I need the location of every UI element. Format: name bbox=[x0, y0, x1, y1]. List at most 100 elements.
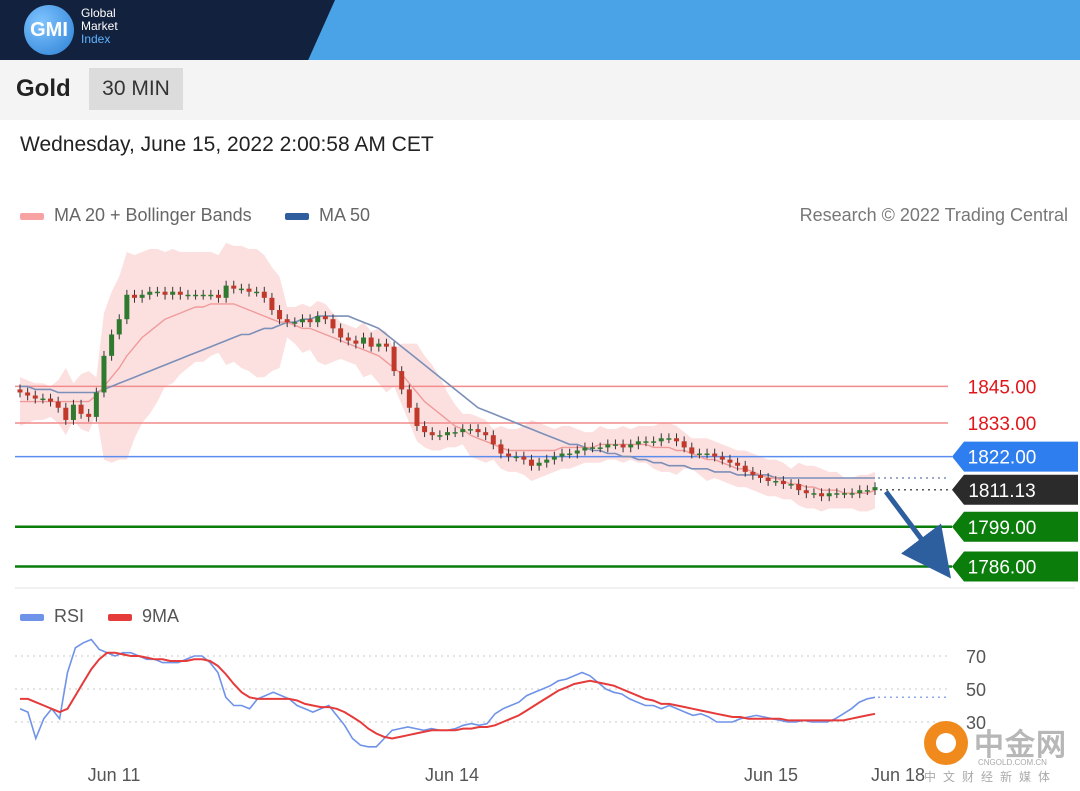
candle-body bbox=[528, 459, 534, 466]
main-plot: 1845.00 1833.00 1822.00 1811.13 1799.00 1786.… bbox=[15, 242, 1078, 785]
level-tag-text-1822.00: 1822.00 bbox=[968, 448, 1037, 469]
candle-body bbox=[215, 294, 221, 298]
candle-body bbox=[55, 401, 61, 408]
candle-body bbox=[368, 337, 374, 347]
legend-ma50: MA 50 bbox=[285, 205, 370, 226]
candle-body bbox=[826, 493, 832, 497]
candle-body bbox=[704, 453, 710, 456]
candle-body bbox=[490, 435, 496, 445]
candle-body bbox=[246, 288, 252, 292]
candle-body bbox=[811, 493, 817, 495]
candle-body bbox=[78, 404, 84, 414]
legend-ma20-label: MA 20 + Bollinger Bands bbox=[54, 205, 252, 225]
legend-ma50-label: MA 50 bbox=[319, 205, 371, 225]
candle-body bbox=[696, 453, 702, 456]
level-tag-1786.00 bbox=[952, 551, 1078, 582]
candle-body bbox=[689, 447, 695, 454]
candle-body bbox=[63, 407, 69, 420]
candle-body bbox=[559, 453, 565, 457]
candle-body bbox=[399, 371, 405, 390]
candle-body bbox=[536, 462, 542, 466]
ma9-swatch bbox=[108, 613, 132, 621]
ma20-swatch bbox=[20, 212, 44, 220]
candle-body bbox=[406, 389, 412, 408]
x-tick-jun-18: Jun 18 bbox=[871, 765, 925, 785]
timeframe-button[interactable]: 30 MIN bbox=[89, 68, 183, 110]
candle-body bbox=[864, 490, 870, 492]
candle-body bbox=[742, 465, 748, 472]
candle-body bbox=[712, 453, 718, 457]
candle-body bbox=[658, 438, 664, 442]
candle-body bbox=[93, 392, 99, 417]
candle-body bbox=[86, 413, 92, 417]
chart-datetime: Wednesday, June 15, 2022 2:00:58 AM CET bbox=[20, 133, 434, 156]
candle-body bbox=[498, 444, 504, 454]
watermark-text: 中金网 bbox=[974, 729, 1067, 762]
candle-body bbox=[475, 429, 481, 433]
candle-body bbox=[48, 398, 54, 402]
candle-body bbox=[727, 459, 733, 463]
gmi-logo-icon[interactable]: GMI bbox=[24, 5, 74, 55]
research-credit: Research © 2022 Trading Central bbox=[799, 205, 1068, 225]
candle-body bbox=[315, 316, 321, 323]
candle-body bbox=[750, 471, 756, 475]
candle-body bbox=[32, 395, 38, 399]
candle-body bbox=[70, 404, 76, 420]
rsi-swatch bbox=[20, 613, 44, 621]
rsi-tick-70: 70 bbox=[966, 647, 986, 667]
candle-body bbox=[819, 493, 825, 497]
candle-body bbox=[200, 294, 206, 297]
candle-body bbox=[544, 459, 550, 463]
candle-body bbox=[849, 493, 855, 495]
ma50-swatch bbox=[285, 212, 309, 220]
candle-body bbox=[628, 444, 634, 448]
candle-body bbox=[765, 477, 771, 482]
cngold-watermark: 中金网 CNGOLD.COM.CN 中文财经新媒体 bbox=[922, 720, 1080, 791]
candle-body bbox=[620, 444, 626, 448]
candle-body bbox=[162, 291, 168, 295]
candle-body bbox=[651, 441, 657, 443]
level-tag-1811.13 bbox=[952, 474, 1078, 505]
candle-body bbox=[284, 319, 290, 323]
candle-body bbox=[605, 444, 611, 448]
projection-arrow bbox=[883, 490, 951, 579]
candle-body bbox=[254, 291, 260, 294]
candle-body bbox=[338, 328, 344, 338]
x-tick-jun-11: Jun 11 bbox=[88, 765, 141, 785]
candle-body bbox=[597, 447, 603, 449]
candle-body bbox=[170, 291, 176, 295]
candle-body bbox=[361, 337, 367, 344]
candle-body bbox=[857, 490, 863, 494]
candle-body bbox=[353, 340, 359, 344]
candle-body bbox=[223, 285, 229, 298]
legend-9ma-label: 9MA bbox=[142, 606, 180, 626]
candle-body bbox=[643, 441, 649, 443]
legend-rsi-label: RSI bbox=[54, 606, 85, 626]
candle-body bbox=[261, 291, 267, 298]
candle-body bbox=[40, 398, 46, 401]
candle-body bbox=[345, 337, 351, 341]
legend-9ma: 9MA bbox=[108, 606, 179, 627]
candle-body bbox=[612, 444, 618, 446]
candle-body bbox=[666, 438, 672, 440]
level-tag-text-1811.13: 1811.13 bbox=[968, 481, 1035, 502]
candle-body bbox=[445, 432, 450, 436]
brand-line-1: Global bbox=[81, 6, 116, 20]
candle-body bbox=[193, 294, 199, 297]
candle-body bbox=[788, 484, 794, 486]
candle-body bbox=[506, 453, 512, 457]
candle-body bbox=[277, 310, 283, 320]
candle-body bbox=[834, 493, 840, 495]
candle-body bbox=[25, 392, 31, 396]
candle-body bbox=[674, 438, 680, 442]
candle-body bbox=[582, 447, 588, 451]
level-label-1845.00: 1845.00 bbox=[968, 377, 1037, 398]
candle-body bbox=[460, 429, 466, 433]
candle-body bbox=[391, 346, 397, 372]
candle-body bbox=[590, 447, 596, 449]
level-tag-text-1786.00: 1786.00 bbox=[968, 558, 1037, 579]
candle-body bbox=[483, 432, 489, 436]
candle-body bbox=[124, 294, 130, 320]
candle-body bbox=[452, 432, 458, 434]
